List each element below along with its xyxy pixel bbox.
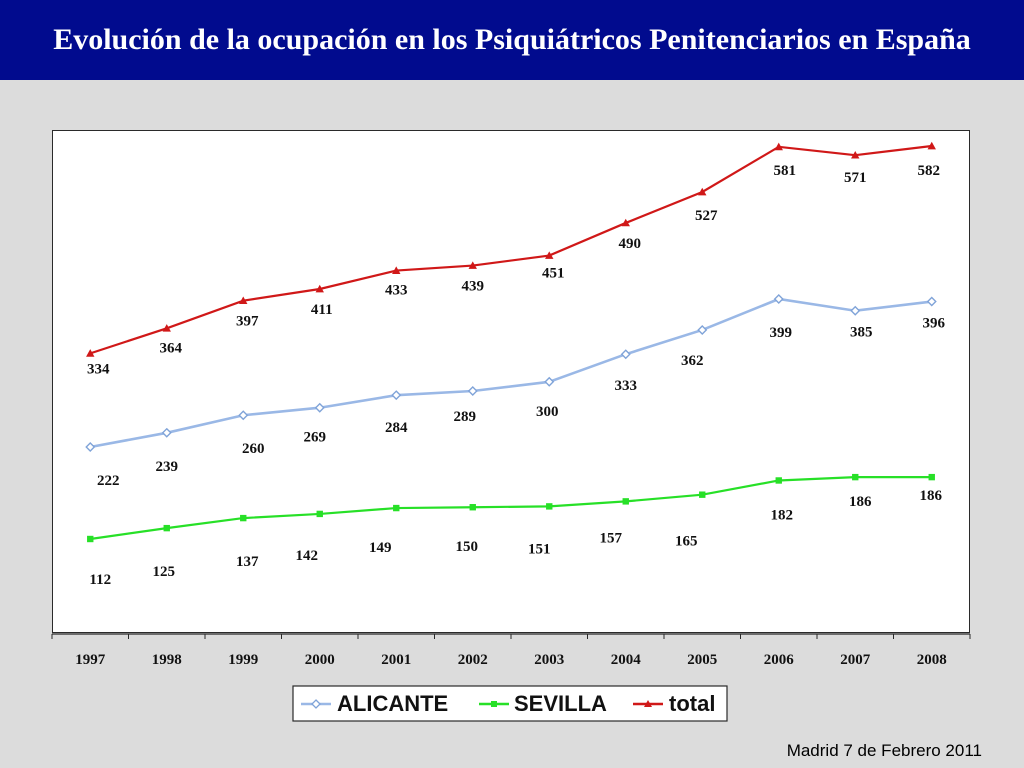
data-point-sevilla <box>622 498 629 505</box>
data-point-sevilla <box>852 473 859 481</box>
chart-plot-area <box>52 130 970 633</box>
data-point-total <box>698 187 707 196</box>
series-line-alicante <box>90 297 932 449</box>
data-label-alicante: 362 <box>681 353 704 369</box>
data-point-alicante <box>391 390 402 401</box>
data-point-sevilla <box>87 535 94 543</box>
legend-label-total: total <box>669 691 715 716</box>
x-tick-label: 2005 <box>687 652 717 668</box>
data-label-alicante: 333 <box>615 378 638 394</box>
data-point-total <box>392 266 401 274</box>
data-point-alicante <box>467 386 478 396</box>
data-label-alicante: 385 <box>850 325 873 341</box>
data-point-alicante <box>926 296 937 307</box>
x-tick-label: 2006 <box>764 652 795 668</box>
data-label-sevilla: 186 <box>920 488 943 504</box>
data-point-total <box>851 150 860 159</box>
slide-title: Evolución de la ocupación en los Psiquiá… <box>53 23 971 56</box>
data-point-sevilla <box>928 473 935 481</box>
data-label-sevilla: 186 <box>849 494 872 510</box>
data-point-total <box>621 218 630 227</box>
data-label-total: 411 <box>311 302 333 318</box>
data-point-total <box>545 251 554 259</box>
x-tick-label: 2000 <box>305 652 335 668</box>
data-label-total: 582 <box>918 163 941 179</box>
x-tick-label: 1998 <box>152 652 182 668</box>
data-label-alicante: 284 <box>385 420 408 436</box>
footer-date: Madrid 7 de Febrero 2011 <box>786 741 982 760</box>
data-label-total: 581 <box>774 163 797 179</box>
data-point-alicante <box>697 324 708 335</box>
data-label-total: 451 <box>542 266 565 282</box>
data-point-alicante <box>620 349 631 360</box>
legend-marker-total <box>644 700 652 707</box>
data-label-sevilla: 157 <box>600 530 623 546</box>
data-point-alicante <box>85 442 96 453</box>
data-label-sevilla: 137 <box>236 554 259 570</box>
x-tick-label: 2001 <box>381 652 411 668</box>
x-tick-label: 1997 <box>75 652 106 668</box>
data-label-alicante: 300 <box>536 404 559 420</box>
data-label-sevilla: 165 <box>675 534 698 550</box>
x-tick-label: 2007 <box>840 652 871 668</box>
data-label-sevilla: 142 <box>296 548 319 564</box>
data-label-sevilla: 151 <box>528 541 551 557</box>
data-label-sevilla: 150 <box>456 539 479 555</box>
legend-marker-alicante <box>311 699 321 709</box>
data-label-total: 397 <box>236 314 259 330</box>
data-point-alicante <box>850 305 861 316</box>
data-point-total <box>315 284 324 293</box>
legend-label-alicante: ALICANTE <box>337 691 448 716</box>
data-point-sevilla <box>699 491 706 498</box>
data-label-sevilla: 125 <box>153 564 176 580</box>
x-tick-label: 2004 <box>611 652 642 668</box>
data-point-total <box>774 142 783 151</box>
data-point-alicante <box>544 376 555 387</box>
chart-legend: ALICANTE SEVILLA total <box>292 685 728 722</box>
data-label-total: 527 <box>695 208 718 224</box>
data-label-sevilla: 182 <box>771 507 794 523</box>
title-bar: Evolución de la ocupación en los Psiquiá… <box>0 0 1024 80</box>
data-point-total <box>86 349 95 357</box>
data-point-sevilla <box>163 524 170 532</box>
data-label-alicante: 260 <box>242 441 265 457</box>
x-tick-label: 1999 <box>228 652 258 668</box>
series-line-sevilla <box>90 476 932 541</box>
data-point-alicante <box>773 294 784 305</box>
data-label-total: 433 <box>385 283 408 299</box>
data-label-total: 490 <box>619 236 642 252</box>
data-point-alicante <box>161 427 172 438</box>
data-point-total <box>162 324 171 332</box>
series-line-total <box>89 144 932 355</box>
data-label-alicante: 289 <box>454 409 477 425</box>
data-label-total: 364 <box>160 340 183 356</box>
x-tick-label: 2003 <box>534 652 564 668</box>
data-label-alicante: 222 <box>97 473 120 489</box>
data-label-total: 439 <box>462 279 485 295</box>
x-tick-label: 2002 <box>458 652 488 668</box>
data-label-sevilla: 112 <box>89 572 111 588</box>
data-point-total <box>239 296 248 305</box>
legend-marker-sevilla <box>491 701 497 707</box>
data-label-alicante: 239 <box>156 459 179 475</box>
x-tick-label: 2008 <box>917 652 947 668</box>
data-label-sevilla: 149 <box>369 540 392 556</box>
data-point-total <box>927 141 936 150</box>
data-point-sevilla <box>775 477 782 484</box>
data-label-alicante: 399 <box>770 325 793 341</box>
data-point-sevilla <box>240 514 247 522</box>
data-point-sevilla <box>546 503 553 510</box>
data-point-alicante <box>314 402 325 413</box>
data-label-total: 571 <box>844 170 867 186</box>
legend-label-sevilla: SEVILLA <box>514 691 607 716</box>
data-label-total: 334 <box>87 361 110 377</box>
data-point-alicante <box>238 410 249 421</box>
data-point-sevilla <box>393 504 400 512</box>
data-point-sevilla <box>316 510 323 518</box>
data-label-alicante: 269 <box>304 430 327 446</box>
data-point-sevilla <box>469 504 476 511</box>
data-label-alicante: 396 <box>923 316 946 332</box>
data-point-total <box>468 261 477 269</box>
